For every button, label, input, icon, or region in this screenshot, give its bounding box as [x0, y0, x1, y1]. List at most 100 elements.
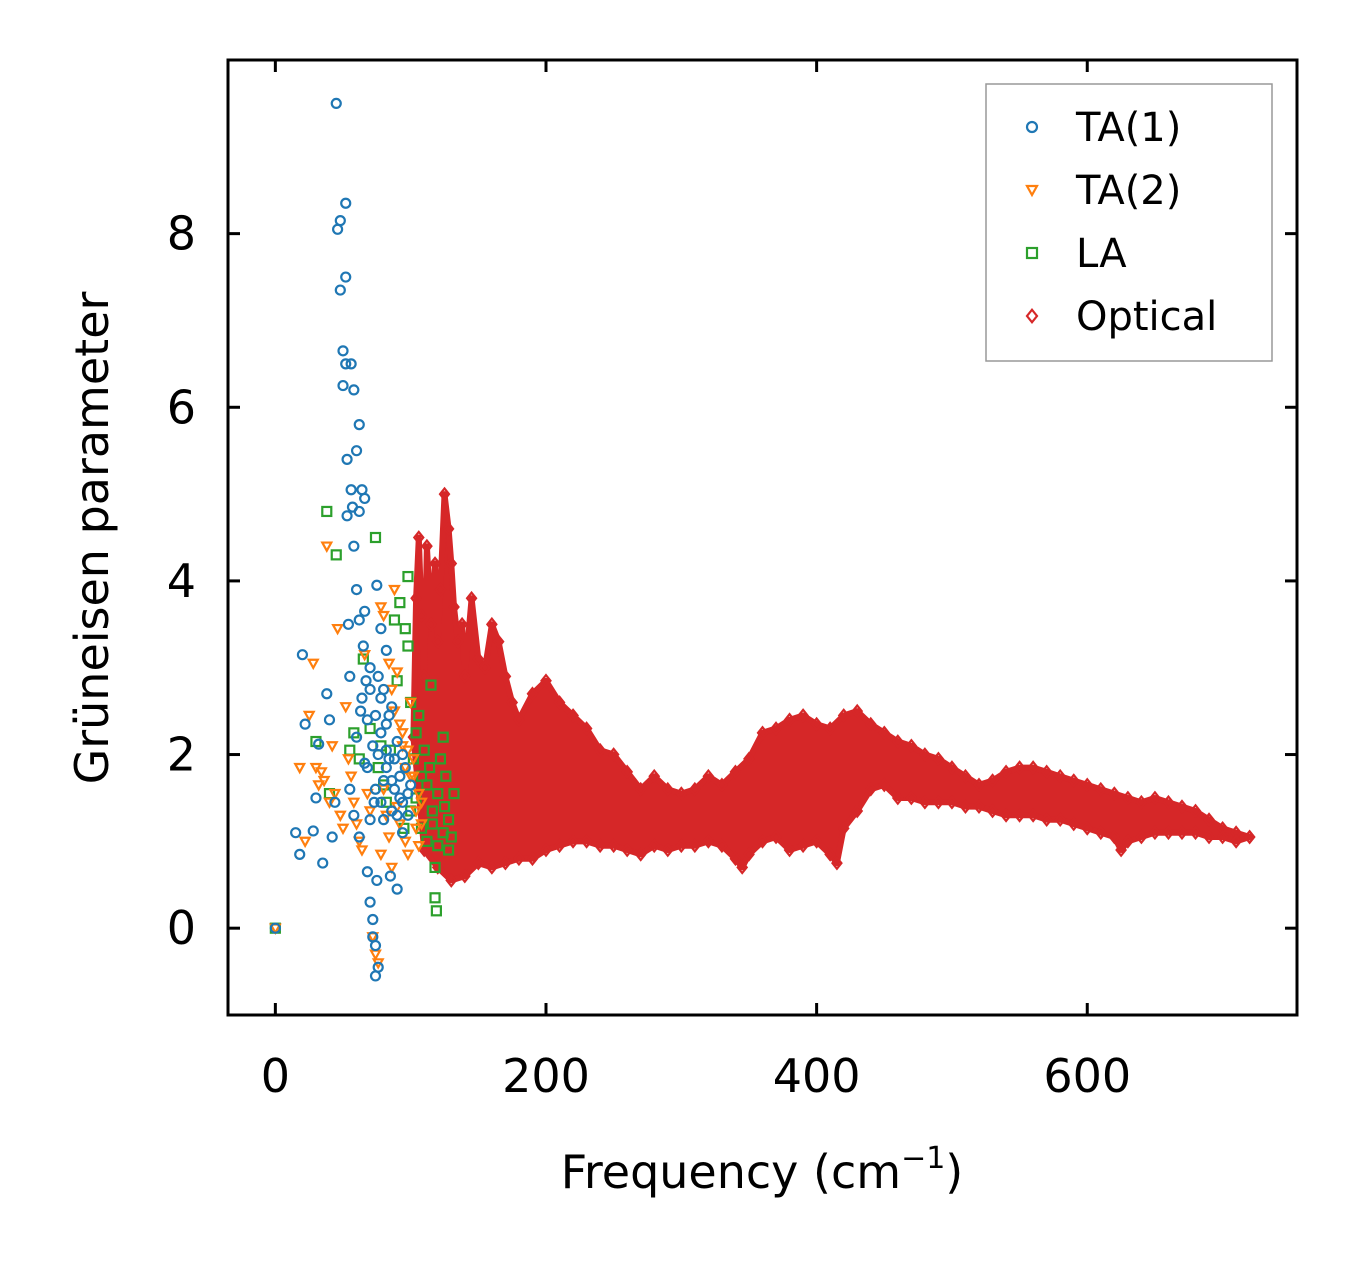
point-ta-1: [353, 831, 365, 843]
legend-box: [985, 83, 1273, 362]
point-optical: [810, 833, 823, 849]
point-ta-2: [412, 788, 426, 801]
point-la: [440, 770, 452, 782]
point-ta-1: [342, 618, 355, 630]
point-optical: [851, 803, 864, 819]
point-optical: [946, 794, 958, 810]
point-optical: [702, 833, 715, 849]
point-optical: [431, 860, 444, 875]
point-ta-1: [337, 345, 349, 357]
point-ta-2: [320, 541, 334, 553]
point-optical: [580, 721, 593, 736]
point-ta-1: [294, 848, 306, 860]
point-ta-1: [391, 809, 403, 821]
point-la: [310, 735, 322, 748]
point-ta-1: [340, 271, 352, 283]
point-la: [438, 801, 451, 813]
point-optical: [553, 838, 566, 854]
point-ta-2: [314, 767, 328, 779]
point-ta-2: [409, 823, 423, 836]
point-ta-1: [386, 774, 398, 787]
point-la: [434, 753, 447, 765]
point-ta-2: [401, 849, 415, 862]
point-ta-1: [384, 870, 396, 882]
point-optical: [1135, 794, 1148, 810]
point-optical: [1000, 807, 1012, 823]
point-ta-2: [342, 754, 355, 766]
point-ta-2: [361, 788, 374, 801]
point-optical: [418, 669, 431, 684]
point-ta-2: [323, 797, 336, 810]
point-optical: [410, 590, 422, 606]
point-optical: [797, 838, 810, 854]
point-ta-1: [340, 197, 352, 209]
point-optical: [824, 721, 837, 736]
point-optical: [932, 794, 945, 810]
point-optical: [492, 634, 505, 650]
legend-label: TA(2): [1075, 168, 1181, 214]
point-ta-1: [355, 705, 367, 717]
point-optical: [499, 669, 512, 684]
point-ta-1: [350, 731, 363, 743]
point-optical: [837, 820, 850, 836]
point-la: [432, 788, 444, 800]
point-ta-2: [333, 810, 347, 823]
point-optical: [648, 838, 661, 854]
point-ta-1: [380, 744, 392, 756]
point-optical: [634, 847, 647, 862]
point-optical: [932, 751, 945, 767]
point-optical: [445, 556, 458, 571]
point-optical: [412, 530, 425, 545]
point-ta-2: [415, 797, 428, 810]
point-la: [437, 731, 449, 743]
y-axis-title: Grüneisen parameter: [65, 291, 119, 784]
point-ta-2: [412, 841, 426, 853]
y-tick-label: 6: [167, 380, 196, 434]
point-ta-1: [345, 484, 357, 496]
x-tick-label: 0: [261, 1049, 290, 1103]
point-optical: [1054, 768, 1067, 784]
point-optical: [465, 590, 478, 606]
point-ta-1: [360, 675, 372, 687]
point-optical: [756, 725, 769, 741]
point-optical: [526, 686, 539, 702]
point-ta-1: [321, 688, 333, 700]
point-la: [369, 531, 382, 544]
point-ta-2: [347, 797, 361, 810]
point-optical: [607, 838, 620, 854]
point-optical: [540, 842, 552, 858]
point-optical: [418, 842, 431, 858]
point-ta-1: [359, 605, 371, 617]
point-optical: [1108, 786, 1121, 801]
point-la: [380, 796, 392, 808]
point-ta-1: [345, 358, 357, 370]
point-optical: [986, 773, 999, 788]
point-optical: [442, 521, 455, 537]
point-optical: [1216, 820, 1229, 836]
point-optical: [415, 608, 428, 624]
point-la: [442, 814, 455, 826]
point-optical: [905, 738, 918, 754]
point-ta-1: [371, 579, 383, 591]
x-tick-label: 600: [1043, 1049, 1131, 1103]
point-optical: [1040, 812, 1053, 828]
point-optical: [1054, 812, 1067, 828]
point-optical: [438, 486, 451, 502]
point-optical: [472, 855, 485, 871]
point-ta-1: [378, 814, 390, 826]
point-optical: [1094, 825, 1107, 841]
point-optical: [770, 829, 782, 845]
point-optical: [1081, 777, 1094, 793]
point-ta-1: [326, 831, 338, 843]
point-optical: [594, 742, 607, 758]
point-ta-2: [388, 584, 401, 597]
point-optical: [688, 838, 701, 854]
point-ta-2: [374, 602, 388, 614]
point-ta-1: [372, 670, 384, 683]
point-optical: [715, 777, 728, 793]
y-tick-labels: 0 2 4 6 8: [167, 207, 196, 956]
point-ta-2: [404, 771, 418, 784]
point-optical: [973, 799, 985, 815]
point-optical: [891, 790, 904, 806]
